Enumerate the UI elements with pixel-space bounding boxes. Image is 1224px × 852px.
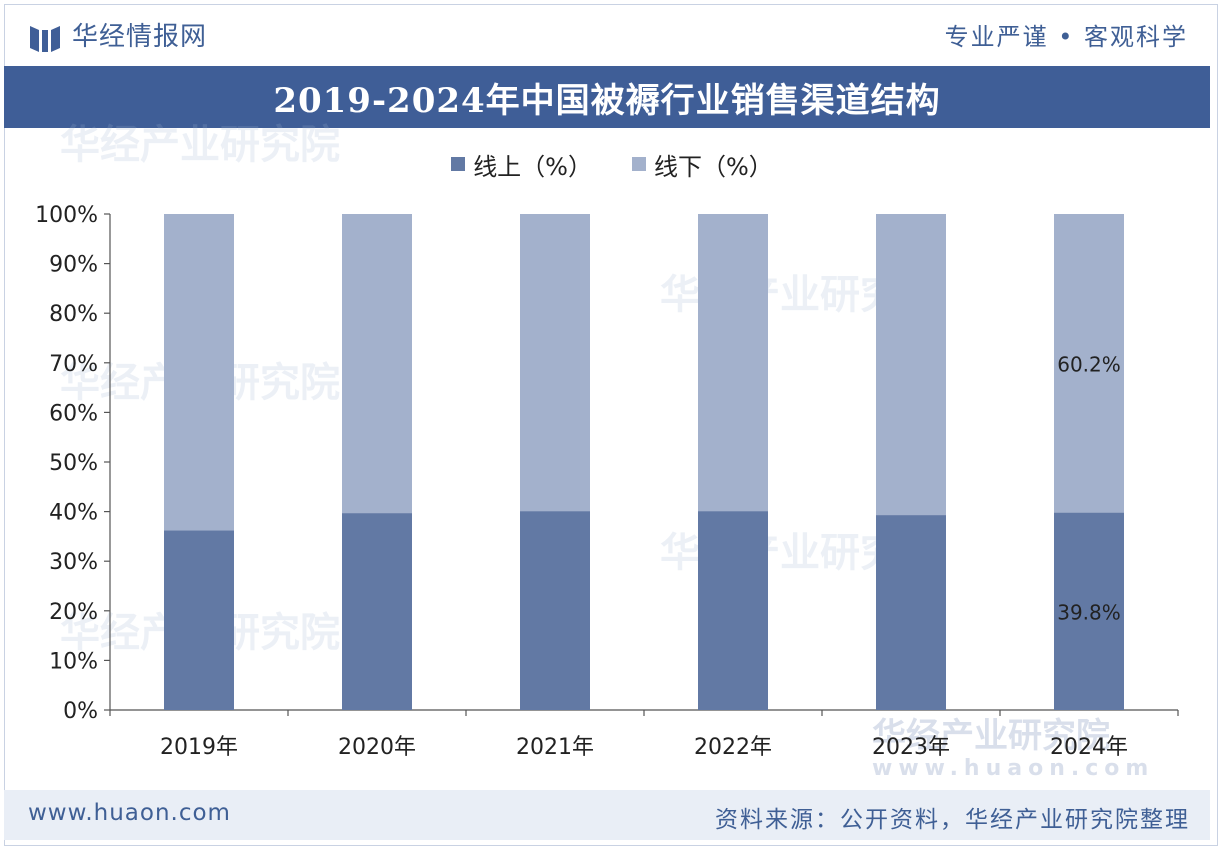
legend-label-offline: 线下（%） [654,152,773,181]
bar-online [698,511,768,710]
y-tick-label: 70% [49,352,98,377]
x-tick-label: 2023年 [872,735,950,760]
legend-item-online: 线上（%） [451,147,592,182]
header: 华经情报网 专业严谨 • 客观科学 [0,0,1224,66]
legend-label-online: 线上（%） [473,152,592,181]
bar-online [164,530,234,710]
bar-offline [1054,214,1124,513]
y-tick-label: 100% [35,203,98,228]
bar-offline [698,214,768,512]
x-tick-label: 2024年 [1050,735,1128,760]
chart-title: 2019-2024年中国被褥行业销售渠道结构 [273,80,941,121]
y-tick-label: 90% [49,253,98,278]
title-bar: 2019-2024年中国被褥行业销售渠道结构 [4,66,1210,128]
brand-logo-icon [30,26,60,52]
data-label: 39.8% [1057,600,1121,624]
x-tick-label: 2019年 [160,735,238,760]
bar-offline [164,214,234,531]
bar-offline [520,214,590,512]
footer-website: www.huaon.com [28,800,231,826]
x-tick-label: 2020年 [338,735,416,760]
y-tick-label: 0% [63,699,98,724]
footer: www.huaon.com 资料来源：公开资料，华经产业研究院整理 [4,790,1210,840]
legend: 线上（%） 线下（%） [0,146,1224,182]
y-tick-label: 40% [49,501,98,526]
y-tick-label: 10% [49,649,98,674]
data-label: 60.2% [1057,352,1121,376]
y-tick-label: 80% [49,302,98,327]
y-tick-label: 60% [49,401,98,426]
x-tick-label: 2021年 [516,735,594,760]
bar-offline [342,214,412,514]
bar-online [1054,512,1124,710]
bar-online [520,511,590,710]
x-tick-label: 2022年 [694,735,772,760]
footer-source: 资料来源：公开资料，华经产业研究院整理 [715,807,1190,833]
legend-swatch-offline [632,157,646,171]
legend-item-offline: 线下（%） [632,147,773,182]
y-tick-label: 20% [49,600,98,625]
y-tick-label: 50% [49,451,98,476]
legend-swatch-online [451,157,466,171]
bar-offline [876,214,946,516]
bar-online [342,513,412,710]
slogan: 专业严谨 • 客观科学 [944,23,1188,51]
bar-online [876,515,946,710]
y-tick-label: 30% [49,550,98,575]
brand-name: 华经情报网 [72,22,208,52]
